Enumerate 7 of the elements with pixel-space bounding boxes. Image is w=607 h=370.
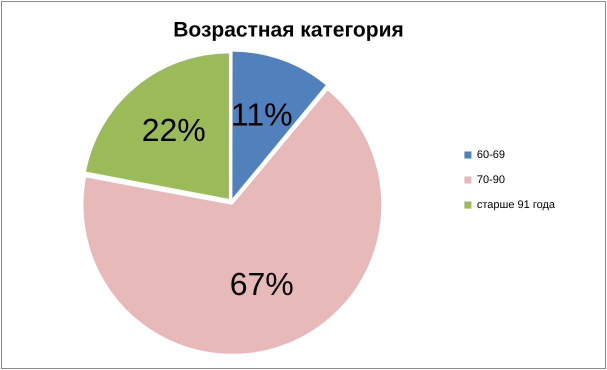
chart-title: Возрастная категория — [173, 18, 404, 42]
legend-label: 70-90 — [476, 174, 506, 186]
legend-label: старше 91 года — [476, 199, 556, 212]
data-label: 11% — [230, 96, 293, 133]
data-label: 22% — [142, 112, 206, 148]
data-label: 67% — [230, 266, 294, 302]
legend-label: 60-69 — [476, 149, 506, 162]
